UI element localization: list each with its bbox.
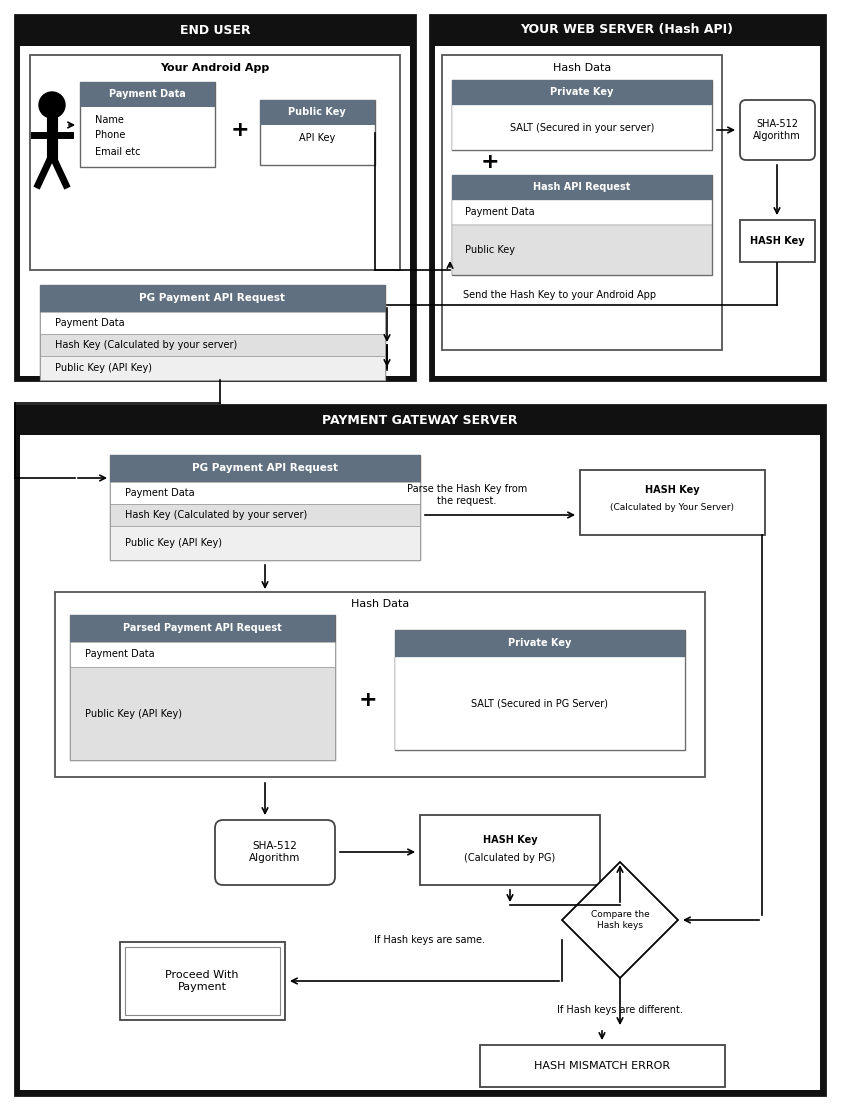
Bar — [125, 947, 280, 1015]
Text: SALT (Secured in your server): SALT (Secured in your server) — [510, 123, 654, 133]
Text: SHA-512
Algorithm: SHA-512 Algorithm — [249, 841, 301, 863]
Text: HASH Key: HASH Key — [483, 835, 537, 845]
Bar — [452, 226, 712, 276]
Text: +: + — [230, 120, 249, 140]
Text: Parsed Payment API Request: Parsed Payment API Request — [123, 623, 282, 633]
Text: SHA-512
Algorithm: SHA-512 Algorithm — [754, 119, 801, 141]
Circle shape — [39, 92, 65, 118]
Bar — [452, 176, 712, 276]
Bar — [580, 470, 765, 536]
Polygon shape — [562, 862, 678, 978]
Text: END USER: END USER — [180, 23, 251, 37]
Text: Compare the
Hash keys: Compare the Hash keys — [590, 910, 649, 930]
Text: If Hash keys are same.: If Hash keys are same. — [374, 935, 485, 945]
Bar — [40, 286, 385, 380]
Text: Hash Data: Hash Data — [553, 63, 611, 73]
FancyBboxPatch shape — [740, 100, 815, 160]
Text: Payment Data: Payment Data — [85, 649, 155, 659]
Bar — [260, 100, 375, 126]
Bar — [452, 176, 712, 200]
Text: +: + — [481, 152, 500, 172]
Text: Payment Data: Payment Data — [55, 318, 124, 328]
FancyBboxPatch shape — [215, 820, 335, 885]
Text: Payment Data: Payment Data — [108, 89, 185, 99]
Bar — [395, 630, 685, 657]
Bar — [70, 667, 335, 760]
Text: Public Key: Public Key — [465, 246, 515, 256]
Bar — [110, 456, 420, 482]
Bar — [40, 312, 385, 334]
Text: Name: Name — [95, 116, 124, 126]
Bar — [40, 356, 385, 380]
Bar — [435, 46, 820, 376]
Bar — [40, 286, 385, 312]
Bar — [20, 46, 410, 376]
Bar — [260, 100, 375, 166]
Bar — [40, 334, 385, 356]
Text: Your Android App: Your Android App — [161, 63, 270, 73]
Bar — [70, 615, 335, 642]
Text: Hash Data: Hash Data — [351, 599, 409, 609]
Text: HASH Key: HASH Key — [749, 236, 804, 246]
Bar — [452, 106, 712, 150]
Bar — [395, 657, 685, 750]
Text: (Calculated by PG): (Calculated by PG) — [464, 853, 556, 863]
Bar — [110, 482, 420, 504]
Text: Phone: Phone — [95, 130, 125, 140]
Bar — [110, 504, 420, 526]
Bar — [740, 220, 815, 262]
Bar — [80, 82, 215, 107]
Text: Payment Data: Payment Data — [125, 488, 194, 498]
Bar — [452, 200, 712, 226]
Text: Parse the Hash Key from
the request.: Parse the Hash Key from the request. — [407, 484, 527, 506]
Text: Public Key (API Key): Public Key (API Key) — [85, 709, 182, 719]
Bar — [70, 642, 335, 667]
Bar — [430, 16, 825, 380]
Text: Hash Key (Calculated by your server): Hash Key (Calculated by your server) — [125, 510, 307, 520]
Text: PAYMENT GATEWAY SERVER: PAYMENT GATEWAY SERVER — [322, 413, 518, 427]
Bar — [70, 615, 335, 760]
Text: +: + — [359, 690, 378, 710]
Bar — [452, 80, 712, 106]
Bar — [442, 56, 722, 350]
Bar — [110, 456, 420, 560]
Text: Hash API Request: Hash API Request — [533, 182, 631, 192]
Text: Public Key (API Key): Public Key (API Key) — [55, 363, 152, 373]
Text: HASH Key: HASH Key — [645, 486, 700, 496]
Bar — [452, 80, 712, 150]
Text: PG Payment API Request: PG Payment API Request — [192, 463, 338, 473]
Text: Public Key (API Key): Public Key (API Key) — [125, 538, 222, 548]
Bar — [395, 630, 685, 750]
Text: YOUR WEB SERVER (Hash API): YOUR WEB SERVER (Hash API) — [521, 23, 733, 37]
Text: PG Payment API Request: PG Payment API Request — [139, 293, 285, 303]
Bar — [110, 526, 420, 560]
Text: Private Key: Private Key — [550, 87, 614, 97]
Bar — [55, 592, 705, 777]
Text: Private Key: Private Key — [508, 638, 572, 648]
Text: API Key: API Key — [299, 133, 335, 143]
Bar — [420, 815, 600, 885]
Bar — [15, 406, 825, 1095]
Bar — [120, 942, 285, 1020]
Bar — [15, 16, 415, 46]
Bar — [80, 82, 215, 167]
Text: If Hash keys are different.: If Hash keys are different. — [557, 1005, 683, 1015]
Text: Hash Key (Calculated by your server): Hash Key (Calculated by your server) — [55, 340, 237, 350]
Text: Email etc: Email etc — [95, 147, 140, 157]
Bar — [15, 16, 415, 380]
Text: (Calculated by Your Server): (Calculated by Your Server) — [610, 503, 734, 512]
Bar — [30, 56, 400, 270]
Bar — [480, 1045, 725, 1087]
Text: Public Key: Public Key — [288, 107, 346, 117]
Text: Send the Hash Key to your Android App: Send the Hash Key to your Android App — [463, 290, 657, 300]
Text: SALT (Secured in PG Server): SALT (Secured in PG Server) — [472, 699, 609, 709]
Text: Proceed With
Payment: Proceed With Payment — [165, 970, 239, 992]
Text: HASH MISMATCH ERROR: HASH MISMATCH ERROR — [534, 1061, 670, 1071]
Text: Payment Data: Payment Data — [465, 207, 535, 217]
Bar — [20, 436, 820, 1090]
